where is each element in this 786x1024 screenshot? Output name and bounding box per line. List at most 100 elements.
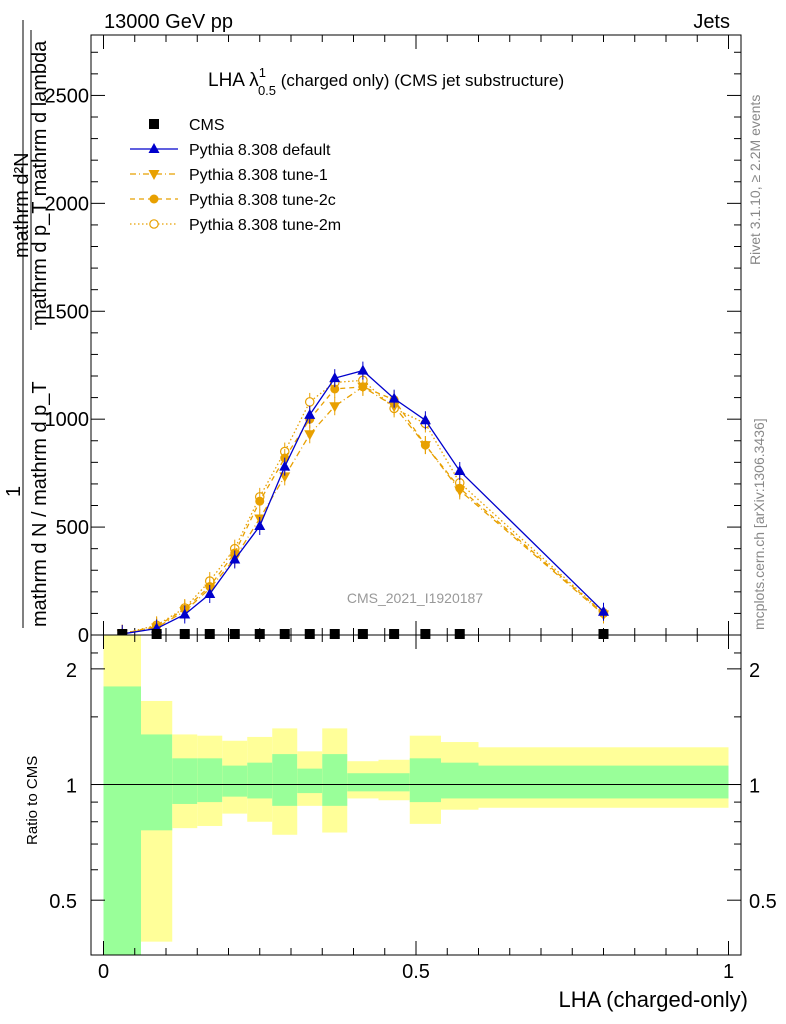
legend-entry: Pythia 8.308 tune-1 [189, 167, 328, 184]
ratio-band-inner [141, 734, 173, 831]
analysis-watermark: CMS_2021_I1920187 [347, 590, 483, 606]
ratio-band-inner [322, 754, 348, 806]
data-point [598, 605, 609, 616]
legend-marker [148, 143, 160, 153]
cms-data-point [117, 629, 128, 639]
title-sup: 1 [259, 65, 266, 80]
y-tick-label: 0 [78, 625, 89, 647]
cms-data-point [329, 629, 340, 639]
series-line [122, 369, 604, 635]
y-tick-label: 2000 [45, 193, 90, 215]
ratio-y-tick-label-right: 2 [749, 660, 760, 682]
ratio-band-inner [297, 768, 323, 794]
data-point [357, 364, 369, 375]
ylabel-top-line-2: mathrm d p_T mathrm d lambda [29, 40, 51, 326]
data-point [388, 392, 400, 403]
legend-entry: Pythia 8.308 default [189, 142, 331, 159]
y-tick-label: 2500 [45, 85, 90, 107]
ratio-y-tick-label-right: 0.5 [749, 891, 777, 913]
data-point [330, 384, 340, 394]
series-line [122, 386, 604, 635]
cms-data-point [389, 629, 400, 639]
data-point [304, 408, 316, 419]
legend-marker [149, 194, 159, 204]
ratio-band-inner [197, 758, 223, 803]
cms-data-point [229, 629, 240, 639]
main-data [116, 361, 609, 643]
cms-data-point [151, 629, 162, 639]
x-tick-label: 0 [98, 961, 109, 983]
plot-title: LHA λ1 0.5 (charged only) (CMS jet substr… [208, 65, 564, 98]
ratio-band-inner [478, 765, 729, 799]
ratio-band-inner [347, 773, 379, 792]
ratio-band-inner [222, 765, 248, 797]
ratio-band-inner [441, 762, 479, 799]
ylabel-bottom-line: mathrm d N / mathrm d p_T [29, 381, 51, 627]
ratio-y-tick-label: 0.5 [49, 891, 77, 913]
ratio-y-tick-label-right: 1 [749, 776, 760, 798]
ratio-band-inner [172, 758, 198, 804]
ratio-band-inner [272, 754, 298, 806]
data-point [454, 464, 466, 475]
ylabel-numerator: 1 [3, 486, 25, 497]
ylabel-top-line: mathrm d²N [11, 152, 33, 258]
data-point [254, 520, 266, 531]
legend: CMS Pythia 8.308 default Pythia 8.308 tune… [130, 117, 341, 234]
cms-data-point [254, 629, 265, 639]
ratio-band-inner [378, 773, 410, 792]
data-point [279, 460, 291, 471]
cms-data-point [357, 629, 368, 639]
y-tick-label: 1000 [45, 409, 90, 431]
title-sub: 0.5 [258, 83, 276, 98]
legend-marker [149, 119, 159, 129]
rivet-version-label: Rivet 3.1.10, ≥ 2.2M events [747, 95, 763, 265]
data-point [419, 414, 431, 425]
x-tick-label: 1 [723, 961, 734, 983]
data-point [279, 472, 291, 483]
series-line [122, 386, 604, 635]
main-yticks: 0 500 1000 1500 2000 2500 [45, 35, 741, 647]
data-point [179, 608, 191, 619]
data-point [304, 430, 316, 441]
ratio-y-tick-label: 2 [66, 660, 77, 682]
x-tick-label: 0.5 [402, 961, 430, 983]
legend-marker [149, 219, 159, 229]
header-energy-label: 13000 GeV pp [104, 11, 233, 33]
ratio-ticks: 0.5 0.5 1 1 2 2 0 0.5 1 [49, 635, 777, 983]
ratio-ylabel: Ratio to CMS [24, 756, 41, 845]
data-point [255, 496, 265, 506]
cms-data-point [304, 629, 315, 639]
cms-data-point [204, 629, 215, 639]
data-point [304, 397, 315, 407]
data-point [229, 553, 241, 564]
data-point [419, 441, 431, 452]
mcplots-label: mcplots.cern.ch [arXiv:1306.3436] [751, 418, 767, 630]
ratio-band-inner [409, 758, 441, 803]
cms-data-point [454, 629, 465, 639]
title-rest: (charged only) (CMS jet substructure) [276, 71, 564, 90]
main-ylabel: 1 mathrm d²N mathrm d p_T mathrm d lambd… [3, 20, 51, 628]
ratio-band-inner [103, 686, 141, 955]
ratio-y-tick-label: 1 [66, 776, 77, 798]
ratio-bands [103, 635, 729, 955]
cms-data-point [279, 629, 290, 639]
x-axis-label: LHA (charged-only) [558, 987, 748, 1012]
data-point [454, 486, 466, 497]
header-jets-label: Jets [693, 11, 730, 33]
legend-entry: Pythia 8.308 tune-2c [189, 192, 336, 209]
cms-data-point [598, 629, 609, 639]
y-tick-label: 1500 [45, 301, 90, 323]
title-lambda: LHA λ [208, 70, 259, 91]
y-tick-label: 500 [56, 517, 89, 539]
ratio-band-inner [247, 762, 273, 799]
cms-data-point [179, 629, 190, 639]
data-point [204, 587, 216, 598]
data-point [357, 382, 369, 393]
data-point [329, 402, 341, 413]
cms-data-point [420, 629, 431, 639]
data-point [329, 372, 341, 383]
legend-marker [148, 170, 160, 180]
legend-entry: CMS [189, 117, 225, 134]
legend-entry: Pythia 8.308 tune-2m [189, 217, 341, 234]
